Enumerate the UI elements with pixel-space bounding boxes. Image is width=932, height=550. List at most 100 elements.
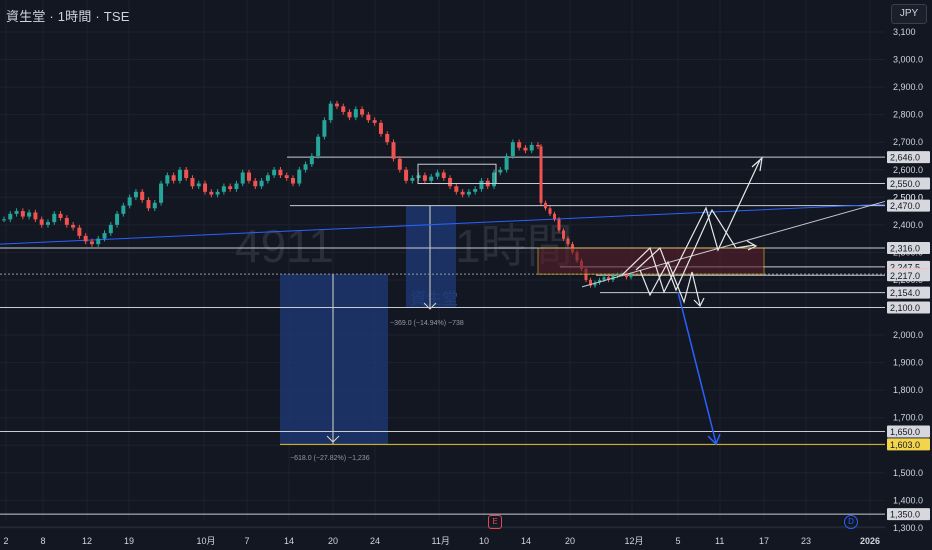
candle-body xyxy=(517,142,522,148)
candle-body xyxy=(102,233,107,239)
x-axis-tick-label: 20 xyxy=(565,536,575,546)
y-axis-tick-label: 1,500.0 xyxy=(893,468,923,478)
watermark-code: 4911 xyxy=(235,220,334,272)
candle-body xyxy=(259,180,264,187)
candle-body xyxy=(448,178,453,187)
price-level-label-box xyxy=(887,151,930,164)
candle-body xyxy=(536,144,540,147)
x-axis-tick-label: 10月 xyxy=(197,536,216,546)
drop-projection-box xyxy=(406,205,456,308)
candle-body xyxy=(589,279,592,286)
candle-body xyxy=(309,155,314,165)
candle-body xyxy=(625,273,628,278)
candle-body xyxy=(498,169,503,173)
candle-body xyxy=(504,155,509,170)
x-axis-tick-label: 12 xyxy=(82,536,92,546)
candle-body xyxy=(165,175,170,184)
y-axis-tick-label: 3,100 xyxy=(893,27,916,37)
bearish-arrow-head xyxy=(707,433,721,446)
candle-body xyxy=(460,191,465,195)
dividend-event-icon[interactable]: D xyxy=(844,515,858,529)
candle-body xyxy=(422,175,427,181)
candle-body xyxy=(64,217,69,225)
candle-body xyxy=(397,158,402,170)
candle-body xyxy=(441,172,446,179)
candle-body xyxy=(196,183,201,187)
price-level-label-box xyxy=(887,508,930,521)
scenario-arrow-head xyxy=(693,297,705,308)
candle-body xyxy=(278,169,283,176)
x-axis-tick-label: 14 xyxy=(521,536,531,546)
candle-body xyxy=(71,224,76,228)
y-axis-tick-label: 2,700.0 xyxy=(893,137,923,147)
y-axis-tick-label: 2,900.0 xyxy=(893,82,923,92)
x-axis-tick-label: 19 xyxy=(124,536,134,546)
price-level-label-box xyxy=(887,177,930,190)
candle-body xyxy=(347,111,352,118)
candle-body xyxy=(209,191,214,195)
price-level-label-box xyxy=(887,286,930,299)
candle-body xyxy=(290,178,295,184)
candle-body xyxy=(529,144,534,151)
candle-body xyxy=(316,136,321,156)
candle-body xyxy=(272,169,277,176)
candle-body xyxy=(454,186,459,192)
x-axis-tick-label: 17 xyxy=(759,536,769,546)
candle-body xyxy=(215,191,220,195)
candle-body xyxy=(548,208,552,214)
y-axis-tick-label: 1,900.0 xyxy=(893,358,923,368)
price-level-label-box xyxy=(887,269,930,282)
candle-body xyxy=(404,169,409,181)
y-axis-tick-label: 2,500.0 xyxy=(893,192,923,202)
earnings-event-icon[interactable]: E xyxy=(488,515,502,529)
candle-body xyxy=(159,183,164,203)
scenario-path xyxy=(635,208,756,292)
candle-body xyxy=(479,180,484,190)
candle-body xyxy=(2,219,6,221)
price-level-label: 2,247.5 xyxy=(890,262,920,272)
y-axis-tick-label: 2,800.0 xyxy=(893,110,923,120)
x-axis-tick-label: 5 xyxy=(676,536,681,546)
candle-body xyxy=(221,186,226,192)
x-axis-tick-label: 23 xyxy=(801,536,811,546)
candle-body xyxy=(378,122,383,134)
candle-body xyxy=(52,213,57,223)
x-axis-tick-label: 7 xyxy=(245,536,250,546)
candle-body xyxy=(14,211,19,214)
candle-body xyxy=(39,219,44,225)
candle-body xyxy=(593,282,597,286)
price-level-label: 2,100.0 xyxy=(890,303,920,313)
candle-body xyxy=(341,106,346,112)
measure-arrow-head xyxy=(423,302,437,310)
x-axis-tick-label: 8 xyxy=(41,536,46,546)
candle-body xyxy=(429,176,434,181)
candle-body xyxy=(33,212,38,220)
candle-body xyxy=(89,241,94,245)
candle-body xyxy=(416,175,421,179)
candle-body xyxy=(553,213,556,220)
candle-body xyxy=(466,191,471,195)
bearish-projection-arrow xyxy=(677,291,717,444)
candle-body xyxy=(115,213,120,225)
currency-button[interactable]: JPY xyxy=(891,4,927,24)
candle-body xyxy=(616,274,619,276)
candle-body xyxy=(366,114,371,121)
x-axis-tick-label: 2026 xyxy=(860,536,880,546)
candle-body xyxy=(510,142,515,156)
candle-body xyxy=(360,109,365,115)
price-level-label-box xyxy=(887,301,930,314)
candle-body xyxy=(602,277,606,280)
measure-label: −369.0 (−14.94%) −738 xyxy=(390,320,464,327)
x-axis-tick-label: 14 xyxy=(284,536,294,546)
price-level-label: 2,550.0 xyxy=(890,179,920,189)
candle-body xyxy=(492,172,497,187)
symbol-title[interactable]: 資生堂 · 1時間 · TSE xyxy=(6,9,130,24)
candle-body xyxy=(598,279,601,283)
candle-body xyxy=(140,191,145,201)
x-axis-tick-label: 2 xyxy=(4,536,9,546)
price-level-label: 2,646.0 xyxy=(890,153,920,163)
measure-arrow-head xyxy=(326,435,340,443)
price-level-label: 1,350.0 xyxy=(890,510,920,520)
candle-body xyxy=(20,211,25,217)
